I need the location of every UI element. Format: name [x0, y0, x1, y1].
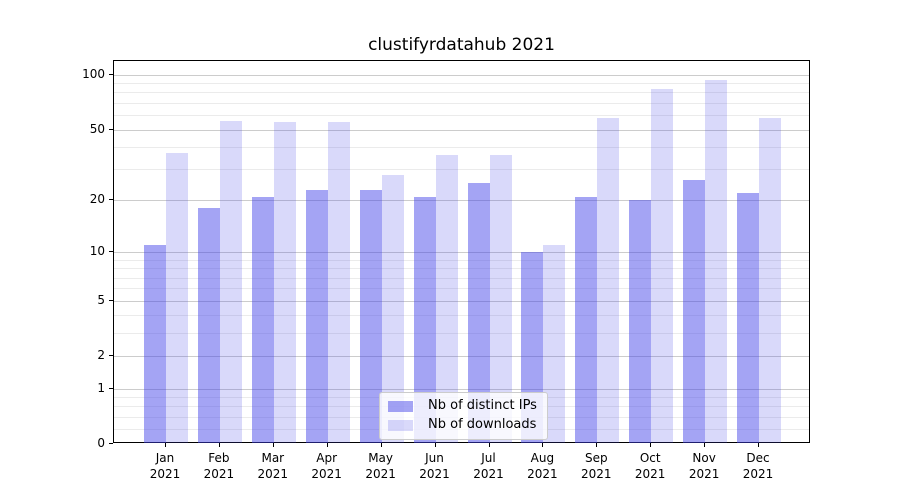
x-tick-label: May 2021: [365, 451, 396, 481]
y-gridline-minor: [114, 288, 809, 290]
x-tick-mark: [758, 443, 759, 447]
x-tick-mark: [272, 443, 274, 447]
x-tick-mark: [326, 443, 328, 447]
x-tick-mark: [704, 443, 706, 447]
x-tick-mark: [488, 443, 490, 447]
x-tick-label: Feb 2021: [203, 451, 235, 481]
bar-distinct-ips-jun: [413, 196, 436, 443]
legend-label-downloads: Nb of downloads: [428, 417, 537, 432]
bar-downloads-jan: [166, 153, 188, 443]
bar-distinct-ips-jan: [144, 245, 166, 443]
bar-distinct-ips-sep: [575, 196, 598, 443]
x-tick-mark: [380, 443, 382, 447]
bar-distinct-ips-nov: [683, 180, 706, 443]
legend-swatch-downloads: [388, 419, 413, 431]
x-tick-label: Nov 2021: [688, 451, 720, 481]
y-tick-mark: [109, 199, 113, 201]
y-tick-mark: [109, 443, 113, 444]
y-gridline-minor: [114, 268, 809, 270]
bar-downloads-apr: [327, 122, 350, 443]
y-gridline-major: [114, 129, 809, 131]
legend-item-distinct-ips: Nb of distinct IPs: [388, 398, 537, 414]
chart-title: clustifyrdatahub 2021: [368, 35, 555, 55]
y-tick-label: 0: [97, 436, 105, 450]
y-tick-label: 50: [89, 121, 105, 136]
y-gridline-major: [114, 300, 809, 302]
x-tick-mark: [650, 443, 652, 447]
y-tick-label: 10: [89, 244, 105, 259]
y-gridline-minor: [114, 92, 809, 94]
x-tick-label: Mar 2021: [257, 451, 289, 481]
bar-downloads-nov: [705, 79, 728, 443]
x-tick-mark: [218, 443, 220, 447]
y-gridline-major: [114, 356, 809, 358]
x-tick-label: Jan 2021: [149, 451, 181, 481]
y-tick-mark: [109, 299, 113, 301]
y-tick-label: 20: [89, 192, 105, 207]
bar-downloads-mar: [273, 122, 296, 443]
x-tick-mark: [165, 443, 166, 447]
y-gridline-major: [114, 388, 809, 390]
bar-distinct-ips-feb: [197, 208, 220, 443]
y-gridline-minor: [114, 115, 809, 117]
y-tick-mark: [109, 355, 113, 357]
bar-downloads-jul: [489, 155, 512, 443]
y-tick-label: 2: [97, 348, 105, 363]
legend-item-downloads: Nb of downloads: [388, 417, 537, 433]
y-tick-label: 1: [97, 380, 105, 395]
x-tick-label: Aug 2021: [527, 451, 558, 481]
bar-downloads-dec: [759, 117, 781, 443]
y-tick-mark: [109, 251, 113, 253]
x-tick-label: Dec 2021: [742, 451, 774, 481]
y-gridline-minor: [114, 146, 809, 148]
y-gridline-minor: [114, 277, 809, 279]
x-tick-label: Apr 2021: [311, 451, 342, 481]
bar-downloads-feb: [219, 120, 242, 443]
bar-distinct-ips-mar: [251, 196, 274, 443]
y-gridline-minor: [114, 103, 809, 104]
legend: Nb of distinct IPs Nb of downloads: [379, 392, 548, 440]
x-tick-mark: [596, 443, 598, 447]
x-tick-label: Jun 2021: [419, 451, 450, 481]
y-gridline-minor: [114, 333, 809, 335]
bar-downloads-jun: [435, 155, 458, 443]
x-tick-mark: [434, 443, 436, 447]
plot-area: Nb of distinct IPs Nb of downloads: [113, 60, 810, 443]
bar-distinct-ips-jul: [467, 183, 490, 443]
y-tick-label: 5: [97, 292, 105, 307]
y-gridline-major: [114, 74, 809, 76]
y-gridline-major: [114, 200, 809, 202]
x-tick-label: Oct 2021: [634, 451, 666, 481]
x-tick-label: Sep 2021: [581, 451, 612, 481]
x-tick-label: Jul 2021: [473, 451, 504, 481]
y-tick-mark: [109, 128, 113, 130]
y-gridline-minor: [114, 83, 809, 85]
bar-downloads-sep: [597, 117, 620, 443]
bar-distinct-ips-may: [359, 189, 382, 443]
y-gridline-major: [114, 252, 809, 254]
legend-label-distinct-ips: Nb of distinct IPs: [428, 398, 537, 413]
legend-swatch-distinct-ips: [388, 400, 413, 412]
bar-distinct-ips-oct: [629, 200, 652, 443]
bar-downloads-may: [381, 174, 404, 443]
bar-downloads-oct: [651, 88, 674, 443]
bar-distinct-ips-apr: [305, 189, 328, 443]
y-gridline-minor: [114, 169, 809, 171]
bar-downloads-aug: [543, 245, 566, 443]
y-gridline-minor: [114, 315, 809, 317]
x-tick-mark: [542, 443, 544, 447]
y-tick-mark: [109, 387, 113, 389]
bar-distinct-ips-dec: [737, 193, 759, 443]
y-tick-mark: [109, 73, 113, 75]
y-tick-label: 100: [82, 66, 105, 81]
y-gridline-minor: [114, 259, 809, 261]
